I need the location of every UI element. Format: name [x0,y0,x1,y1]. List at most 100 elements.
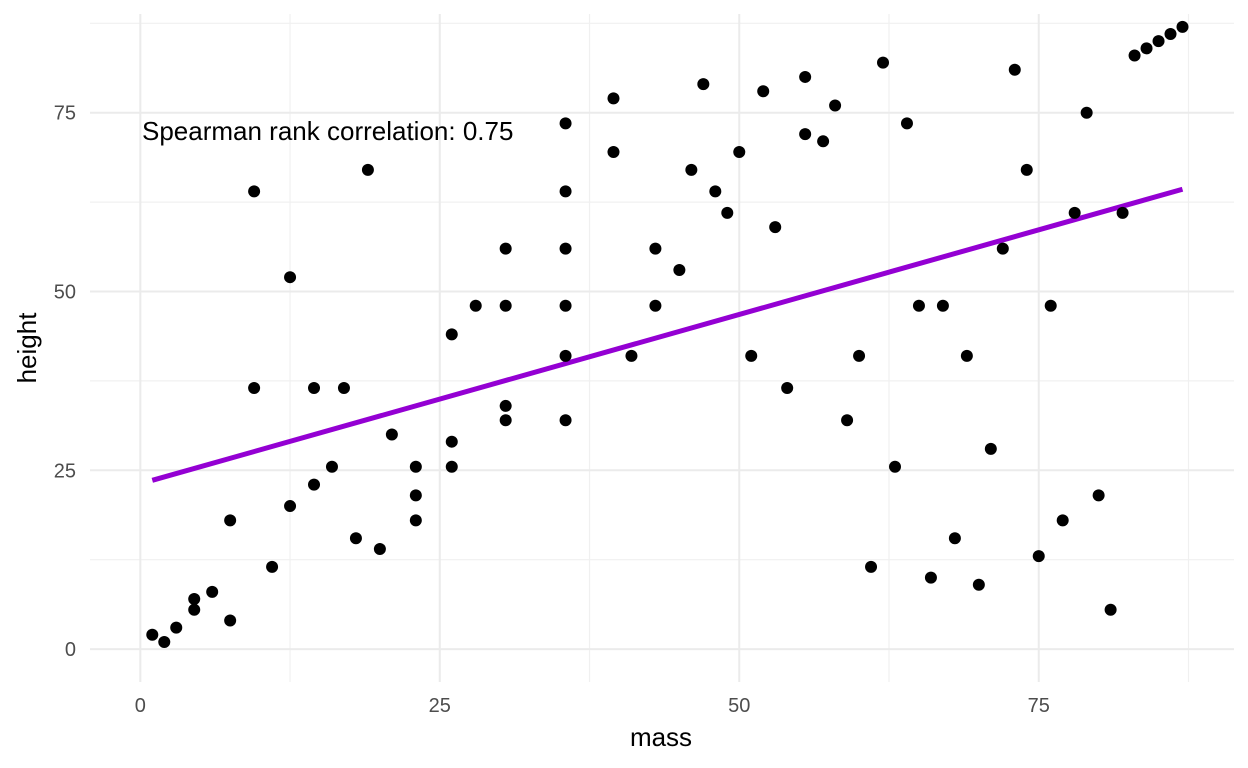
data-point [266,560,279,573]
y-tick-label: 0 [65,639,76,661]
data-point [649,242,662,255]
data-point [745,349,758,362]
data-point [984,442,997,455]
data-point [385,428,398,441]
data-point [559,117,572,130]
fit-line-group [151,186,1184,483]
data-point [1104,603,1117,616]
data-point [445,435,458,448]
data-point [409,489,422,502]
data-point [284,271,297,284]
data-point [799,70,812,83]
major-grid [90,14,1234,682]
data-point [1020,163,1033,176]
data-point [1008,63,1021,76]
data-point [559,242,572,255]
data-point [559,299,572,312]
data-point [445,460,458,473]
data-point [170,621,183,634]
data-point [308,382,321,395]
data-point [733,146,746,159]
data-point [1128,49,1141,62]
data-point [1056,514,1069,527]
data-point [146,628,159,641]
data-point [1080,106,1093,119]
y-tick-label: 75 [54,103,76,125]
data-point [409,460,422,473]
data-point [900,117,913,130]
data-point [912,299,925,312]
data-point [853,349,866,362]
data-point [224,614,237,627]
y-tick-label: 50 [54,281,76,303]
x-tick-label: 25 [429,695,451,717]
data-point [224,514,237,527]
correlation-annotation: Spearman rank correlation: 0.75 [142,116,513,146]
x-tick-label: 75 [1028,695,1050,717]
x-axis-title: mass [630,722,692,752]
y-tick-label: 25 [54,460,76,482]
data-point [206,585,219,598]
data-point [499,414,512,427]
data-point [373,542,386,555]
data-point [1032,550,1045,563]
data-point [1068,206,1081,219]
data-point [337,382,350,395]
data-point [865,560,878,573]
data-point [948,532,961,545]
data-point [829,99,842,112]
data-point [499,242,512,255]
data-point [559,349,572,362]
x-axis-ticks: 0 25 50 75 [135,695,1050,717]
x-tick-label: 50 [728,695,750,717]
data-point [1152,35,1165,48]
x-tick-label: 0 [135,695,146,717]
data-point [799,128,812,141]
data-point [445,328,458,341]
data-point [559,414,572,427]
data-point [709,185,722,198]
data-point [607,92,620,105]
data-point [325,460,338,473]
data-point [188,603,201,616]
data-point [769,221,782,234]
data-point [685,163,698,176]
data-point [248,185,261,198]
y-axis-ticks: 0 25 50 75 [54,103,76,661]
data-point [284,500,297,513]
data-point [409,514,422,527]
data-point [308,478,321,491]
data-point [1176,20,1189,33]
minor-grid [90,14,1234,682]
data-point [924,571,937,584]
data-point [972,578,985,591]
data-point [1140,42,1153,55]
data-point [757,85,770,98]
data-point [697,78,710,91]
data-point [1164,28,1177,41]
data-point [960,349,973,362]
data-point [877,56,890,69]
regression-line [151,186,1184,483]
data-point [188,593,201,606]
data-point [1092,489,1105,502]
data-point [936,299,949,312]
data-point [361,163,374,176]
data-point [248,382,261,395]
data-point [841,414,854,427]
data-point [469,299,482,312]
data-point [649,299,662,312]
data-point [1116,206,1129,219]
data-point [349,532,362,545]
data-point [499,399,512,412]
data-point [158,635,171,648]
data-point [888,460,901,473]
data-point [781,382,794,395]
data-point [673,264,686,277]
data-point [1044,299,1057,312]
data-point [996,242,1009,255]
data-point [607,146,620,159]
data-point [817,135,830,148]
data-point [721,206,734,219]
